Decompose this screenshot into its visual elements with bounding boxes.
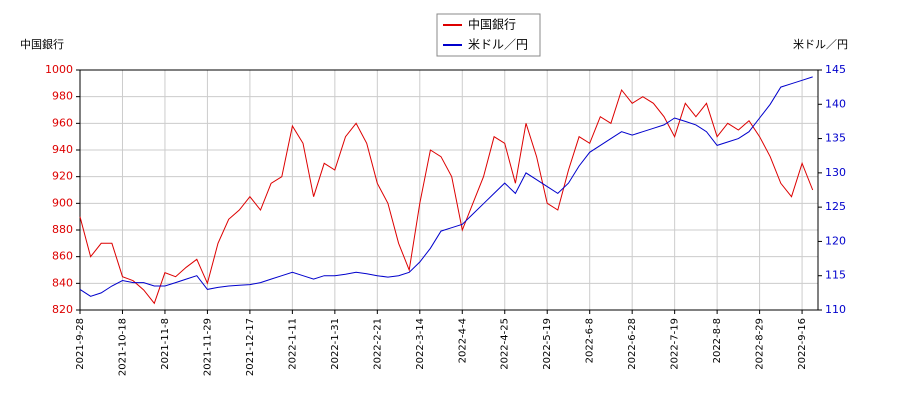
x-tick-label: 2022-8-8 xyxy=(712,318,723,363)
y-tick-label: 820 xyxy=(52,303,73,316)
y2-tick-label: 110 xyxy=(825,303,846,316)
y-tick-label: 1000 xyxy=(45,63,73,76)
y2-tick-label: 120 xyxy=(825,234,846,247)
legend-label: 米ドル／円 xyxy=(468,38,528,52)
y-axis-title: 中国銀行 xyxy=(20,37,64,51)
x-tick-label: 2022-1-31 xyxy=(330,318,341,370)
y2-tick-label: 115 xyxy=(825,269,846,282)
y-tick-label: 880 xyxy=(52,223,73,236)
y-tick-label: 860 xyxy=(52,250,73,263)
x-tick-label: 2021-12-17 xyxy=(245,318,256,376)
legend-box xyxy=(436,13,541,57)
x-tick-label: 2021-10-18 xyxy=(117,318,128,376)
series-line xyxy=(79,76,813,297)
y2-axis-title: 米ドル／円 xyxy=(793,38,848,51)
y-tick-label: 840 xyxy=(52,276,73,289)
x-tick-label: 2022-7-19 xyxy=(670,318,681,370)
x-tick-label: 2022-2-21 xyxy=(372,318,383,370)
x-tick-label: 2022-4-25 xyxy=(500,318,511,370)
x-tick-label: 2022-6-28 xyxy=(627,318,638,370)
x-tick-label: 2022-6-8 xyxy=(585,318,596,363)
y-tick-label: 980 xyxy=(52,90,73,103)
plot-frame xyxy=(79,69,819,311)
y2-tick-label: 130 xyxy=(825,166,846,179)
series-line xyxy=(79,88,814,305)
x-tick-label: 2022-8-29 xyxy=(755,318,766,370)
y2-tick-label: 145 xyxy=(825,63,846,76)
y-tick-label: 940 xyxy=(52,143,73,156)
y-tick-label: 900 xyxy=(52,196,73,209)
x-tick-label: 2022-5-19 xyxy=(542,318,553,370)
y-tick-label: 960 xyxy=(52,116,73,129)
x-tick-label: 2021-11-8 xyxy=(160,318,171,370)
y2-tick-label: 140 xyxy=(825,97,846,110)
y-tick-label: 920 xyxy=(52,170,73,183)
x-tick-label: 2022-4-4 xyxy=(457,318,468,363)
y2-tick-label: 125 xyxy=(825,200,846,213)
y2-tick-label: 135 xyxy=(825,132,846,145)
x-tick-label: 2022-1-11 xyxy=(287,318,298,370)
x-tick-label: 2021-11-29 xyxy=(202,318,213,376)
x-tick-label: 2022-3-14 xyxy=(415,318,426,370)
x-tick-label: 2021-9-28 xyxy=(75,318,86,370)
x-tick-label: 2022-9-16 xyxy=(797,318,808,370)
legend-label: 中国銀行 xyxy=(468,17,516,32)
